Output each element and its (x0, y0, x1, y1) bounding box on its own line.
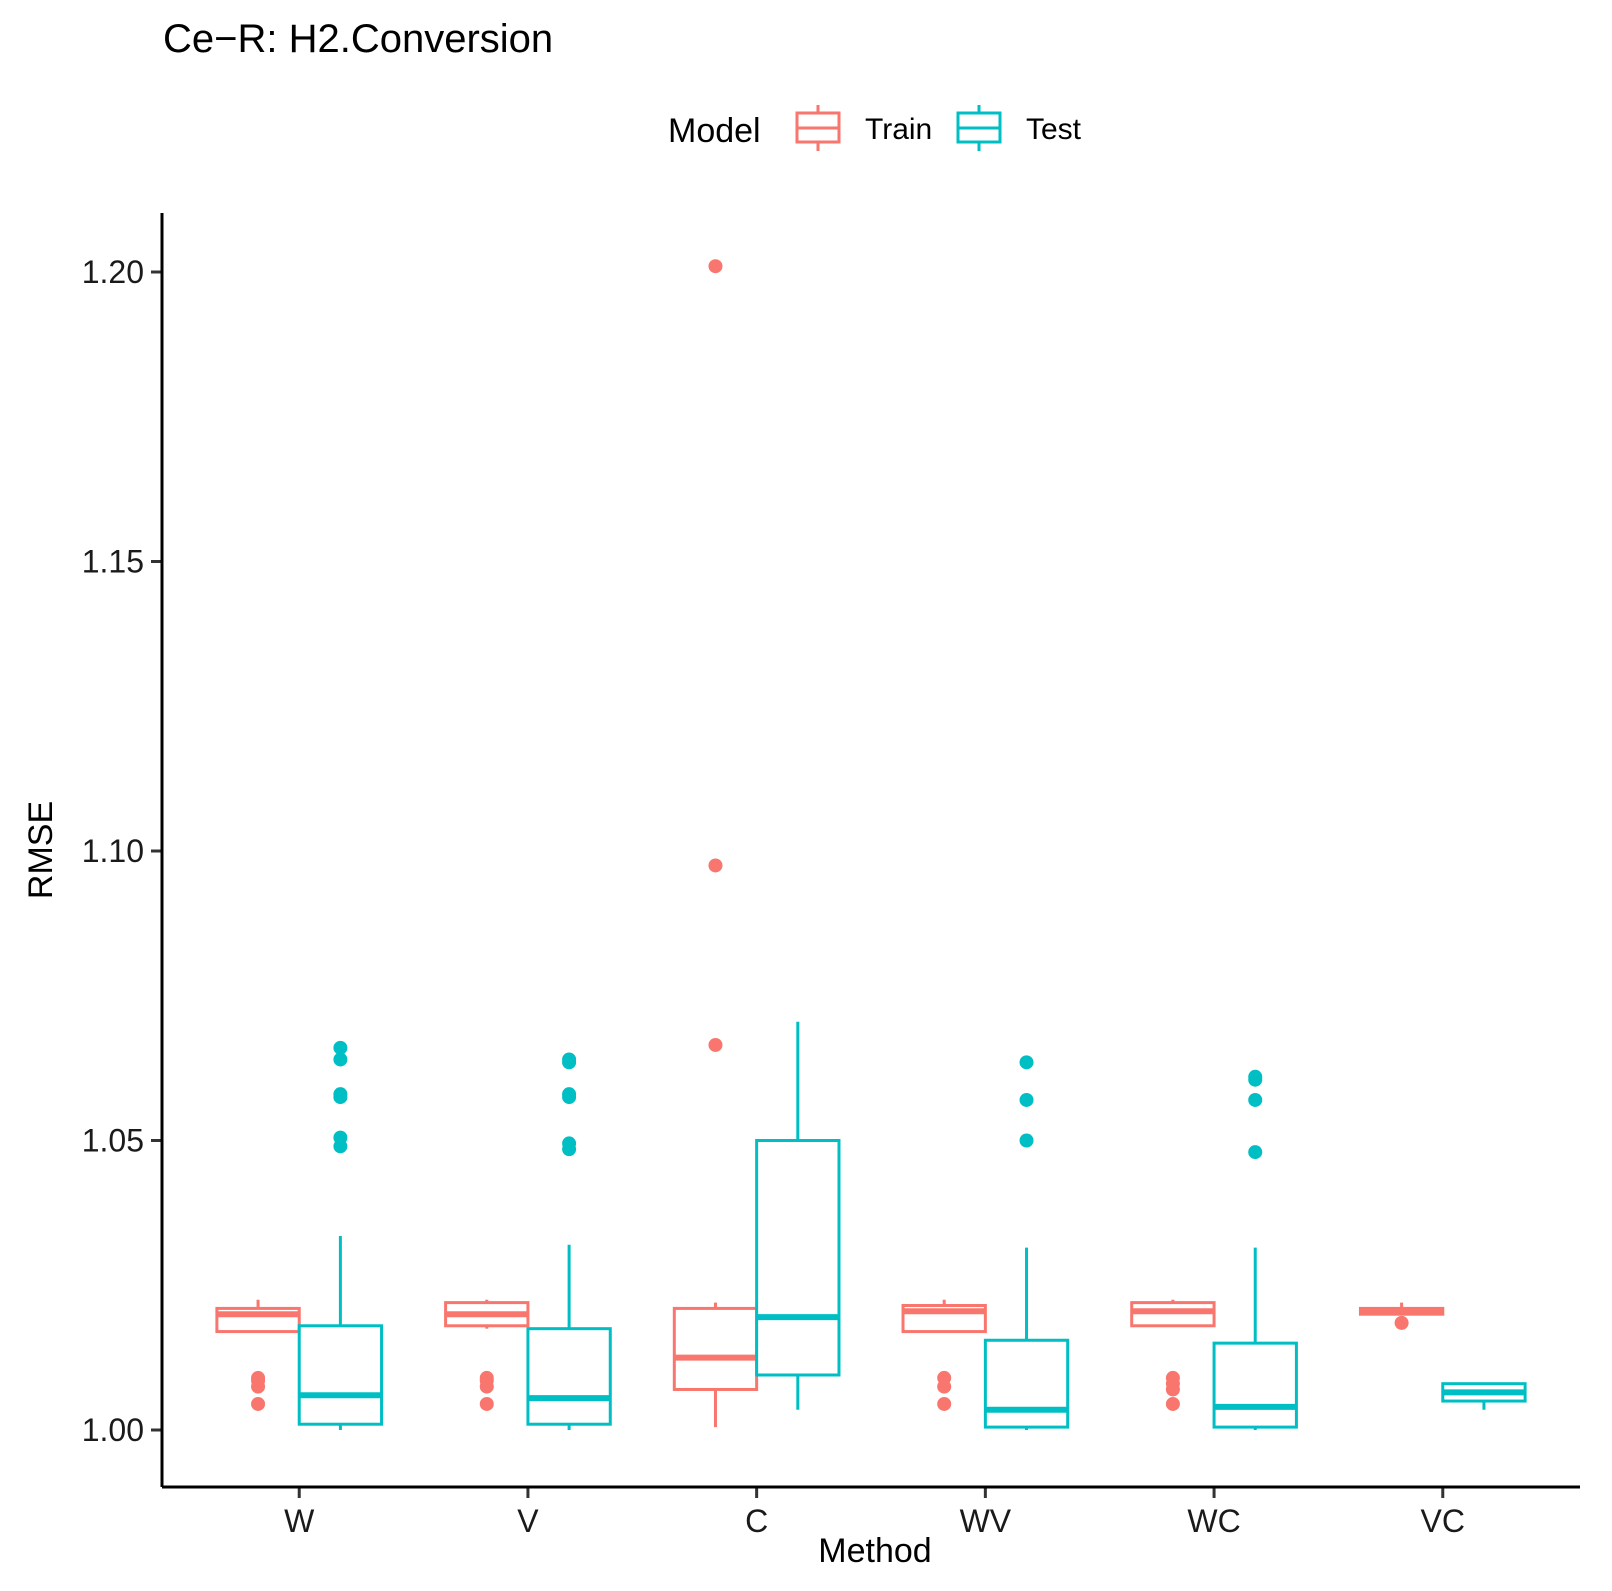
y-tick-label: 1.10 (82, 833, 144, 869)
plot-marks (215, 259, 1527, 1430)
x-axis-title: Method (818, 1532, 931, 1570)
x-tick-label: C (745, 1503, 768, 1539)
box-train-w (215, 1299, 301, 1411)
x-axis-ticks: W V C WV WC VC (284, 1487, 1465, 1539)
y-tick-label: 1.05 (82, 1123, 144, 1159)
box-test-w (297, 1040, 384, 1430)
legend-title: Model (668, 112, 761, 150)
outlier-point (708, 1037, 723, 1052)
legend-key-test[interactable] (956, 105, 1002, 151)
box-train-wv (901, 1299, 987, 1411)
outlier-point (1248, 1145, 1263, 1160)
box-test-v (526, 1052, 612, 1430)
outlier-point (479, 1396, 494, 1411)
box-train-vc (1358, 1302, 1445, 1330)
outlier-point (479, 1379, 494, 1394)
y-tick-label: 1.15 (82, 544, 144, 580)
box-train-wc (1130, 1299, 1216, 1411)
legend-key-train[interactable] (795, 105, 841, 151)
outlier-point (937, 1396, 952, 1411)
outlier-point (333, 1052, 348, 1067)
box-test-c (755, 1021, 841, 1410)
box-train-v (444, 1299, 530, 1411)
legend: Model Train Test (668, 105, 1082, 151)
box-test-vc (1441, 1382, 1527, 1410)
box-iqr (297, 1324, 384, 1426)
box-test-wv (983, 1055, 1070, 1430)
box-iqr (755, 1139, 841, 1377)
y-tick-label: 1.20 (82, 254, 144, 290)
y-tick-label: 1.00 (82, 1412, 144, 1448)
outlier-point (562, 1055, 577, 1070)
legend-label-test: Test (1026, 113, 1082, 146)
outlier-point (1019, 1092, 1034, 1107)
outlier-point (937, 1379, 952, 1394)
outlier-point (251, 1396, 266, 1411)
y-axis-title: RMSE (22, 801, 60, 899)
chart-title: Ce−R: H2.Conversion (163, 17, 553, 61)
outlier-point (1165, 1382, 1180, 1397)
x-tick-label: VC (1421, 1503, 1465, 1539)
outlier-point (1394, 1315, 1409, 1330)
outlier-point (708, 858, 723, 873)
outlier-point (251, 1379, 266, 1394)
box-iqr (983, 1338, 1070, 1429)
outlier-point (1019, 1133, 1034, 1148)
outlier-point (1019, 1055, 1034, 1070)
x-tick-label: WV (960, 1503, 1012, 1539)
legend-label-train: Train (865, 113, 932, 146)
outlier-point (1248, 1092, 1263, 1107)
x-tick-label: W (284, 1503, 315, 1539)
box-test-wc (1212, 1069, 1298, 1430)
box-iqr (1212, 1341, 1298, 1429)
outlier-point (708, 259, 723, 274)
x-tick-label: V (517, 1503, 539, 1539)
box-train-c (672, 259, 759, 1428)
box-iqr (526, 1327, 612, 1426)
y-axis-ticks: 1.00 1.05 1.10 1.15 1.20 (82, 254, 162, 1448)
outlier-point (562, 1090, 577, 1105)
outlier-point (562, 1142, 577, 1157)
outlier-point (1165, 1396, 1180, 1411)
outlier-point (333, 1090, 348, 1105)
outlier-point (333, 1139, 348, 1154)
x-tick-label: WC (1187, 1503, 1240, 1539)
outlier-point (1248, 1072, 1263, 1087)
outlier-point (333, 1040, 348, 1055)
box-iqr (672, 1306, 759, 1391)
